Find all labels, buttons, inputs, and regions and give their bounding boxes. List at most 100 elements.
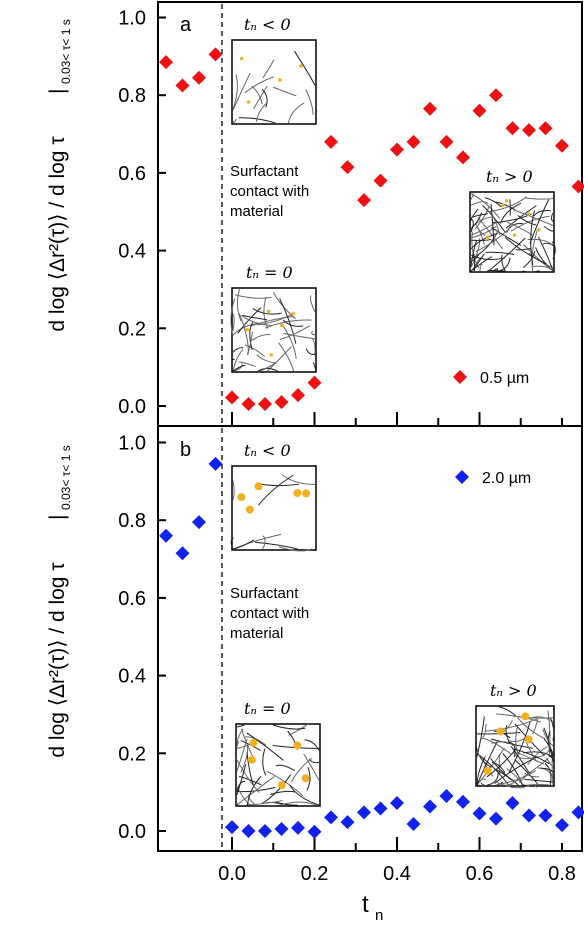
data-point bbox=[208, 456, 223, 471]
data-point bbox=[192, 515, 206, 530]
data-point bbox=[274, 395, 289, 410]
annotation-a: Surfactant contact with material bbox=[230, 163, 309, 220]
panel-b-frame bbox=[157, 425, 583, 852]
data-point bbox=[423, 101, 437, 116]
data-point bbox=[390, 142, 404, 157]
data-point bbox=[340, 160, 355, 175]
inset-image bbox=[469, 191, 556, 273]
y-tick-label: 0.6 bbox=[118, 163, 146, 185]
data-point bbox=[225, 390, 239, 405]
svg-text:d log ⟨Δr²(τ)⟩ / d log τ: d log ⟨Δr²(τ)⟩ / d log τ bbox=[46, 136, 69, 332]
data-point bbox=[555, 818, 569, 833]
data-point bbox=[159, 528, 173, 543]
data-point bbox=[522, 808, 536, 823]
inset-image bbox=[231, 39, 317, 125]
data-point bbox=[439, 789, 454, 804]
x-tick-label: 0.0 bbox=[218, 863, 246, 885]
data-point bbox=[406, 817, 421, 832]
data-point bbox=[423, 799, 437, 814]
inset-image bbox=[230, 287, 317, 373]
data-point bbox=[324, 810, 338, 825]
data-point bbox=[357, 193, 371, 208]
y-tick-label: 0.4 bbox=[118, 241, 146, 263]
data-point bbox=[274, 822, 289, 837]
data-point bbox=[175, 546, 190, 561]
data-point bbox=[439, 134, 454, 149]
y-tick-label: 0.2 bbox=[118, 318, 146, 340]
y-tick-label: 0.6 bbox=[118, 588, 146, 610]
insets: tₙ < 0 tₙ = 0 tₙ > 0 tₙ < 0 tₙ = 0 tₙ > 0 bbox=[230, 15, 556, 807]
legends: 0.5 µm 2.0 µm bbox=[453, 370, 531, 487]
data-point bbox=[505, 796, 520, 811]
svg-text:|: | bbox=[46, 515, 69, 520]
data-point bbox=[555, 138, 569, 153]
x-tick-label: 0.2 bbox=[301, 863, 329, 885]
data-point bbox=[538, 121, 553, 136]
svg-text:d log ⟨Δr²(τ)⟩ / d log τ: d log ⟨Δr²(τ)⟩ / d log τ bbox=[46, 562, 69, 758]
x-tick-label: 0.4 bbox=[383, 863, 411, 885]
y-axis-label-b: d log ⟨Δr²(τ)⟩ / d log τ | 0.03< τ< 1 s bbox=[46, 445, 73, 757]
inset-label: tₙ < 0 bbox=[244, 441, 291, 460]
inset-label: tₙ > 0 bbox=[486, 167, 533, 186]
data-point bbox=[192, 70, 206, 85]
data-point bbox=[571, 179, 584, 194]
y-tick-label: 0.2 bbox=[118, 743, 146, 765]
legend-label: 2.0 µm bbox=[482, 470, 531, 487]
data-point bbox=[225, 820, 239, 835]
legend-marker bbox=[453, 370, 467, 384]
x-axis-label: t n bbox=[362, 891, 383, 924]
data-point bbox=[357, 805, 371, 820]
data-point bbox=[505, 121, 520, 136]
axis-ticks: 0.0 0.2 0.4 0.6 0.8 1.0 0.0 0.2 0.4 0.6 0.8 1.0 0.0 0… bbox=[118, 8, 576, 886]
data-point bbox=[175, 78, 190, 93]
data-point bbox=[522, 123, 536, 138]
data-point bbox=[241, 824, 256, 838]
y-tick-label: 0.4 bbox=[118, 666, 146, 688]
data-point bbox=[373, 801, 388, 816]
svg-text:0.03< τ< 1 s: 0.03< τ< 1 s bbox=[59, 445, 73, 510]
svg-text:|: | bbox=[46, 89, 69, 94]
panel-b-label: b bbox=[180, 439, 191, 461]
svg-text:t: t bbox=[362, 891, 369, 918]
svg-text:0.03< τ< 1 s: 0.03< τ< 1 s bbox=[59, 19, 73, 84]
svg-text:contact with: contact with bbox=[230, 605, 309, 622]
data-point bbox=[307, 375, 322, 390]
inset-label: tₙ = 0 bbox=[244, 699, 291, 718]
data-point bbox=[258, 824, 272, 838]
svg-text:Surfactant: Surfactant bbox=[230, 163, 299, 180]
data-point bbox=[472, 806, 487, 821]
y-tick-label: 0.8 bbox=[118, 510, 146, 532]
data-point bbox=[307, 824, 322, 839]
data-point bbox=[456, 150, 470, 165]
inset-image bbox=[475, 705, 555, 789]
data-point bbox=[456, 794, 470, 809]
svg-text:material: material bbox=[230, 625, 283, 642]
x-tick-label: 0.6 bbox=[466, 863, 494, 885]
data-point bbox=[291, 388, 305, 403]
inset-label: tₙ > 0 bbox=[490, 681, 537, 700]
data-point bbox=[291, 820, 305, 835]
data-point bbox=[571, 805, 584, 820]
data-point bbox=[324, 134, 338, 149]
data-point bbox=[472, 103, 487, 118]
data-point bbox=[241, 397, 256, 412]
data-point bbox=[208, 47, 223, 62]
annotation-b: Surfactant contact with material bbox=[230, 585, 309, 642]
legend-marker bbox=[455, 470, 469, 484]
y-axis-label-a: d log ⟨Δr²(τ)⟩ / d log τ | 0.03< τ< 1 s bbox=[46, 19, 73, 331]
y-tick-label: 1.0 bbox=[118, 433, 146, 455]
data-point bbox=[340, 815, 355, 830]
inset-image bbox=[230, 465, 317, 552]
inset-image bbox=[235, 723, 321, 807]
panel-a-label: a bbox=[180, 14, 192, 36]
data-points bbox=[159, 47, 584, 839]
svg-text:material: material bbox=[230, 203, 283, 220]
data-point bbox=[489, 88, 503, 103]
svg-text:contact with: contact with bbox=[230, 183, 309, 200]
inset-label: tₙ < 0 bbox=[244, 15, 291, 34]
y-tick-label: 1.0 bbox=[118, 8, 146, 30]
data-point bbox=[373, 173, 388, 188]
data-point bbox=[390, 796, 404, 811]
legend-label: 0.5 µm bbox=[480, 370, 529, 387]
